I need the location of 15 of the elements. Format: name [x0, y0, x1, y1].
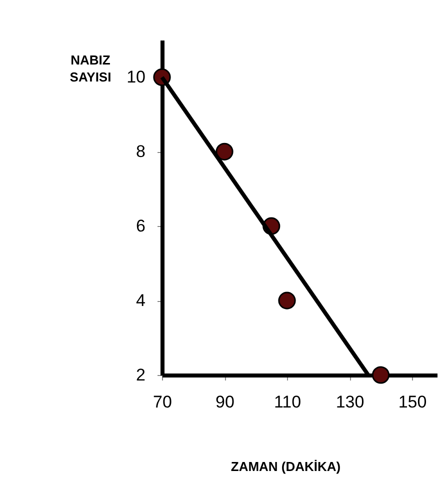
- point: [278, 292, 296, 310]
- y-tick-label: 2: [136, 366, 146, 384]
- x-tick-label: 150: [398, 392, 427, 412]
- x-axis-title: ZAMAN (DAKİKA): [230, 459, 341, 474]
- y-tick-label: 8: [136, 142, 146, 162]
- point: [372, 366, 390, 384]
- x-tick-label: 70: [153, 392, 172, 412]
- y-axis-title: NABIZ SAYISI: [70, 52, 112, 84]
- y-tick-label: 4: [136, 291, 146, 310]
- y-tick-label: 10: [126, 68, 146, 87]
- x-tick-label: 110: [274, 392, 302, 412]
- y-tick-label: 6: [136, 216, 146, 236]
- x-tick-label: 130: [336, 392, 364, 412]
- point: [216, 142, 234, 160]
- x-tick-label: 90: [216, 392, 234, 412]
